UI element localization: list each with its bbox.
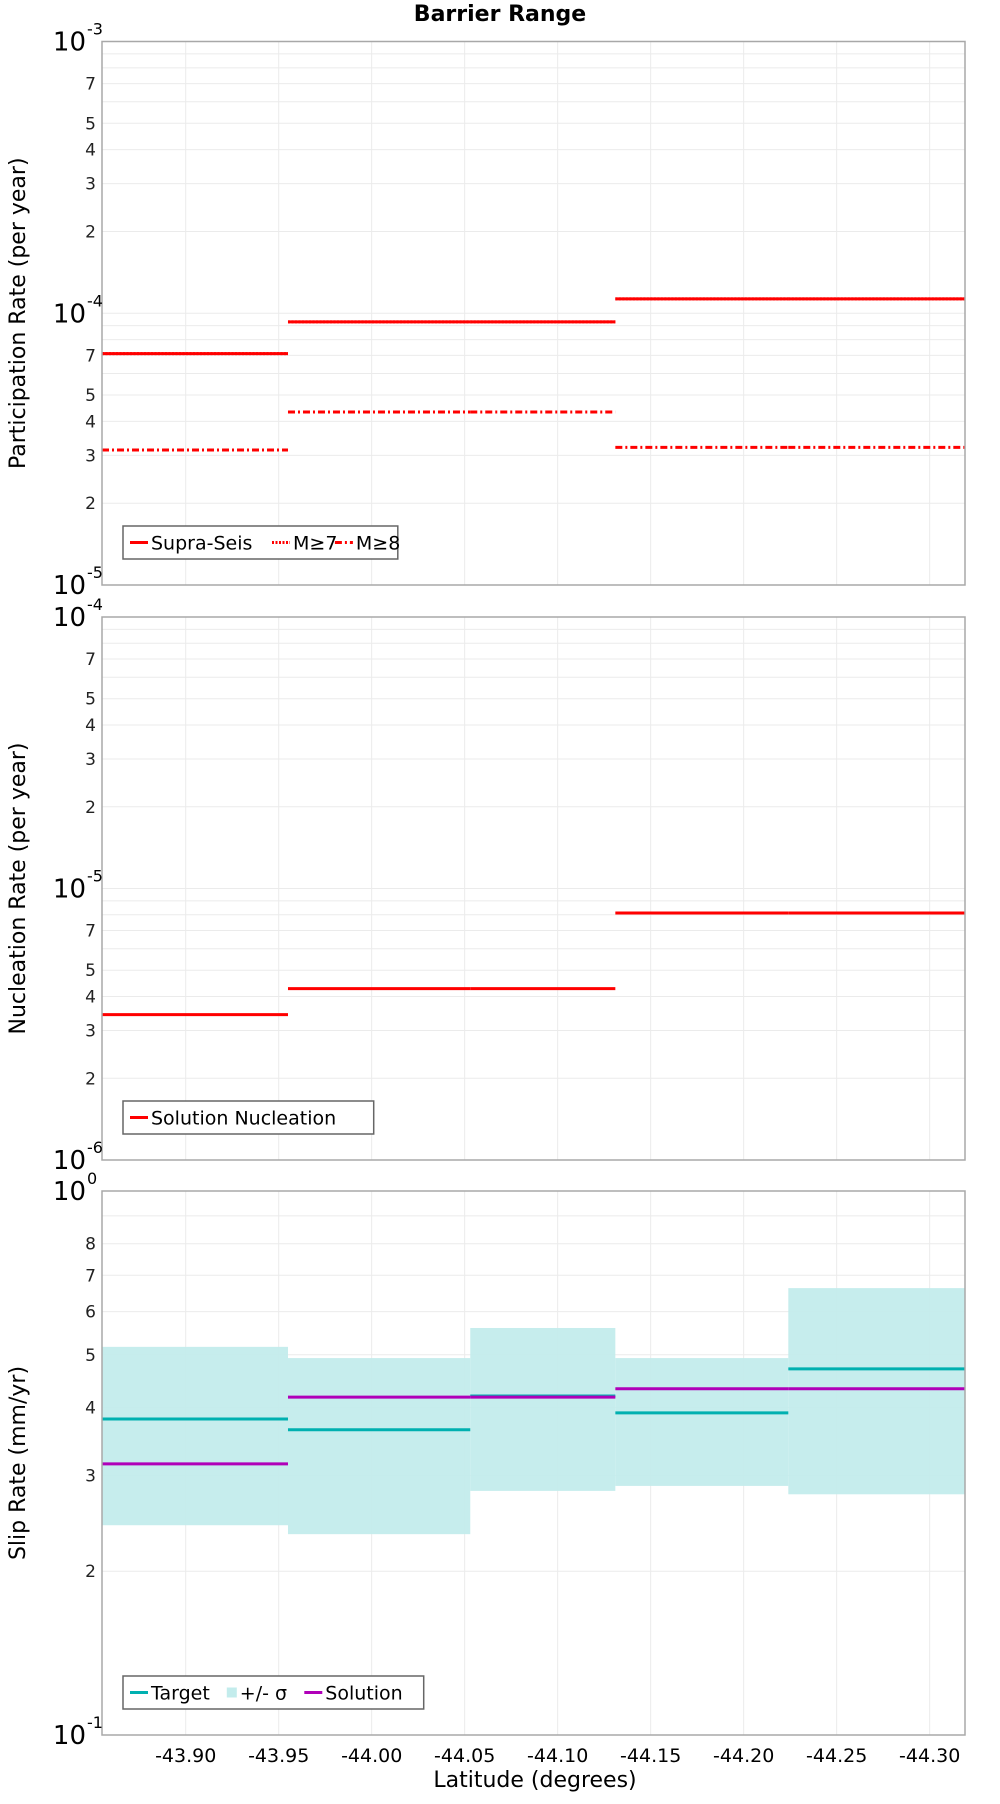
y-tick-exponent: 0 — [87, 1169, 97, 1188]
y-tick-label: 2 — [85, 222, 96, 242]
y-tick-label: 5 — [85, 386, 96, 406]
legend-label: +/- σ — [240, 1683, 287, 1705]
y-tick-label: 3 — [85, 750, 96, 770]
y-tick-exponent: -4 — [87, 595, 103, 614]
sigma-band — [102, 1346, 288, 1526]
legend-label: Supra-Seis — [151, 533, 252, 555]
y-tick-label: 2 — [85, 1562, 96, 1582]
plot-frame — [101, 40, 966, 586]
y-tick-label: 2 — [85, 1069, 96, 1089]
y-axis-label: Slip Rate (mm/yr) — [6, 1366, 31, 1560]
legend-label: Solution — [325, 1683, 402, 1705]
y-tick-exponent: -5 — [87, 563, 103, 582]
y-tick-label: 4 — [85, 1398, 96, 1418]
sigma-band — [788, 1288, 965, 1495]
x-tick-label: -44.15 — [620, 1745, 681, 1767]
y-tick-label: 4 — [85, 988, 96, 1008]
legend-label: M≥7 — [293, 533, 337, 555]
y-tick-label: 4 — [85, 716, 96, 736]
x-tick-label: -43.95 — [248, 1745, 309, 1767]
y-tick-label-decade: 10 — [53, 875, 86, 905]
y-tick-exponent: -6 — [87, 1138, 103, 1157]
y-tick-exponent: -1 — [87, 1713, 103, 1732]
y-tick-exponent: -5 — [87, 867, 103, 886]
y-tick-label: 6 — [85, 1303, 96, 1323]
x-tick-label: -44.30 — [899, 1745, 960, 1767]
y-tick-label: 5 — [85, 961, 96, 981]
y-tick-label: 5 — [85, 114, 96, 134]
x-tick-label: -44.00 — [341, 1745, 402, 1767]
y-tick-label: 5 — [85, 1346, 96, 1366]
y-tick-label: 3 — [85, 1021, 96, 1041]
plot-frame — [101, 1190, 966, 1736]
plot-frame — [101, 616, 966, 1161]
sigma-band — [470, 1327, 616, 1491]
y-tick-label: 3 — [85, 1466, 96, 1486]
y-tick-exponent: -4 — [87, 291, 103, 310]
y-tick-label: 7 — [85, 75, 96, 95]
y-tick-exponent: -3 — [87, 20, 103, 39]
y-tick-label-decade: 10 — [53, 1146, 86, 1176]
y-tick-label-decade: 10 — [53, 28, 86, 58]
y-tick-label: 5 — [85, 690, 96, 710]
y-tick-label: 7 — [85, 1266, 96, 1286]
x-tick-label: -43.90 — [155, 1745, 216, 1767]
legend-box — [122, 1675, 425, 1710]
legend: Supra-Seis M≥7 M≥8 — [122, 525, 400, 560]
y-tick-label: 3 — [85, 446, 96, 466]
y-tick-label-decade: 10 — [53, 1721, 86, 1751]
x-tick-label: -44.10 — [527, 1745, 588, 1767]
legend-label: Solution Nucleation — [151, 1108, 336, 1130]
y-axis-label: Nucleation Rate (per year) — [6, 743, 31, 1035]
y-tick-label: 3 — [85, 175, 96, 195]
y-axis-label: Participation Rate (per year) — [6, 157, 31, 469]
x-tick-label: -44.20 — [713, 1745, 774, 1767]
y-tick-label: 2 — [85, 494, 96, 514]
y-tick-label: 8 — [85, 1235, 96, 1255]
y-tick-label: 4 — [85, 141, 96, 161]
y-tick-label: 2 — [85, 798, 96, 818]
y-tick-label: 4 — [85, 412, 96, 432]
legend-label: Target — [150, 1683, 210, 1705]
chart-title: Barrier Range — [413, 2, 587, 27]
legend-label: M≥8 — [356, 533, 400, 555]
sigma-band — [615, 1358, 789, 1486]
y-tick-label-decade: 10 — [53, 1177, 86, 1207]
y-tick-label-decade: 10 — [53, 571, 86, 601]
legend-box — [122, 1100, 375, 1135]
sigma-band — [287, 1358, 471, 1535]
x-tick-label: -44.05 — [434, 1745, 495, 1767]
y-tick-label-decade: 10 — [53, 299, 86, 329]
x-axis-label: Latitude (degrees) — [433, 1768, 637, 1793]
y-tick-label: 7 — [85, 922, 96, 942]
legend: Solution Nucleation — [122, 1100, 375, 1135]
y-tick-label: 7 — [85, 346, 96, 366]
x-tick-label: -44.25 — [806, 1745, 867, 1767]
legend: Target +/- σ Solution — [122, 1675, 425, 1710]
y-tick-label: 7 — [85, 650, 96, 670]
y-tick-label-decade: 10 — [53, 603, 86, 633]
legend-swatch-sigma — [226, 1687, 237, 1698]
